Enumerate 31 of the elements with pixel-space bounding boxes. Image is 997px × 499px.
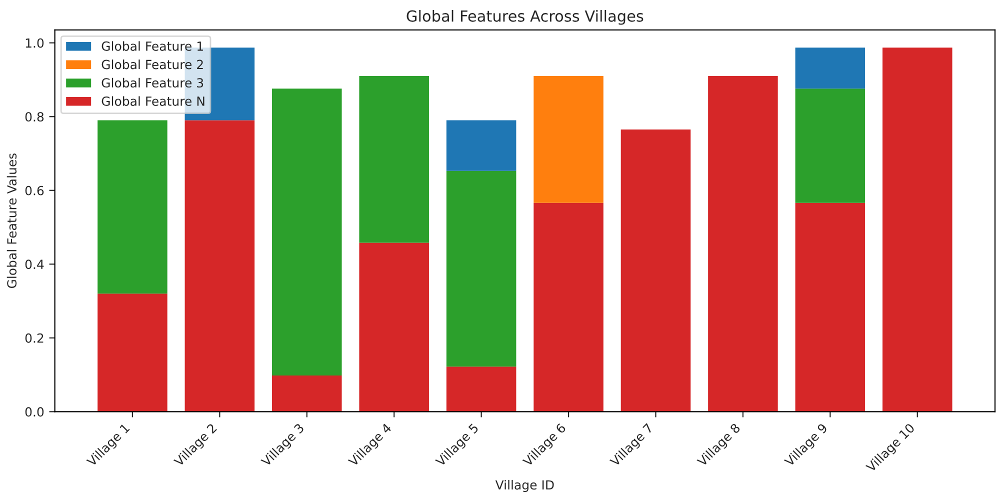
y-tick-label: 0.2: [25, 333, 44, 343]
x-axis-title: Village ID: [495, 480, 554, 492]
y-tick-label: 0.0: [25, 407, 44, 417]
y-tick-label: 0.8: [25, 112, 44, 122]
y-tick-label: 0.6: [25, 186, 44, 196]
bar: [882, 48, 952, 412]
bar: [98, 294, 168, 412]
y-tick-label: 1.0: [26, 38, 44, 48]
y-tick-label: 0.4: [25, 260, 44, 270]
bar: [446, 366, 516, 412]
bar: [98, 120, 168, 294]
y-axis-title: Global Feature Values: [6, 153, 17, 288]
legend-label: Global Feature 1: [102, 41, 203, 51]
bar: [708, 76, 778, 412]
bar: [446, 120, 516, 171]
bar: [272, 376, 342, 412]
bar: [795, 202, 866, 412]
bar: [272, 88, 342, 376]
bar: [359, 242, 429, 412]
legend-label: Global Feature 2: [102, 60, 203, 70]
bar: [534, 202, 604, 412]
bar: [446, 170, 516, 367]
legend-label: Global Feature N: [102, 96, 204, 106]
bar: [795, 88, 866, 203]
bar: [795, 48, 866, 89]
chart-title: Global Features Across Villages: [406, 10, 644, 25]
bar: [620, 130, 691, 412]
bar: [359, 76, 429, 243]
bar: [184, 120, 255, 412]
legend-label: Global Feature 3: [102, 78, 204, 88]
bar: [534, 76, 604, 203]
